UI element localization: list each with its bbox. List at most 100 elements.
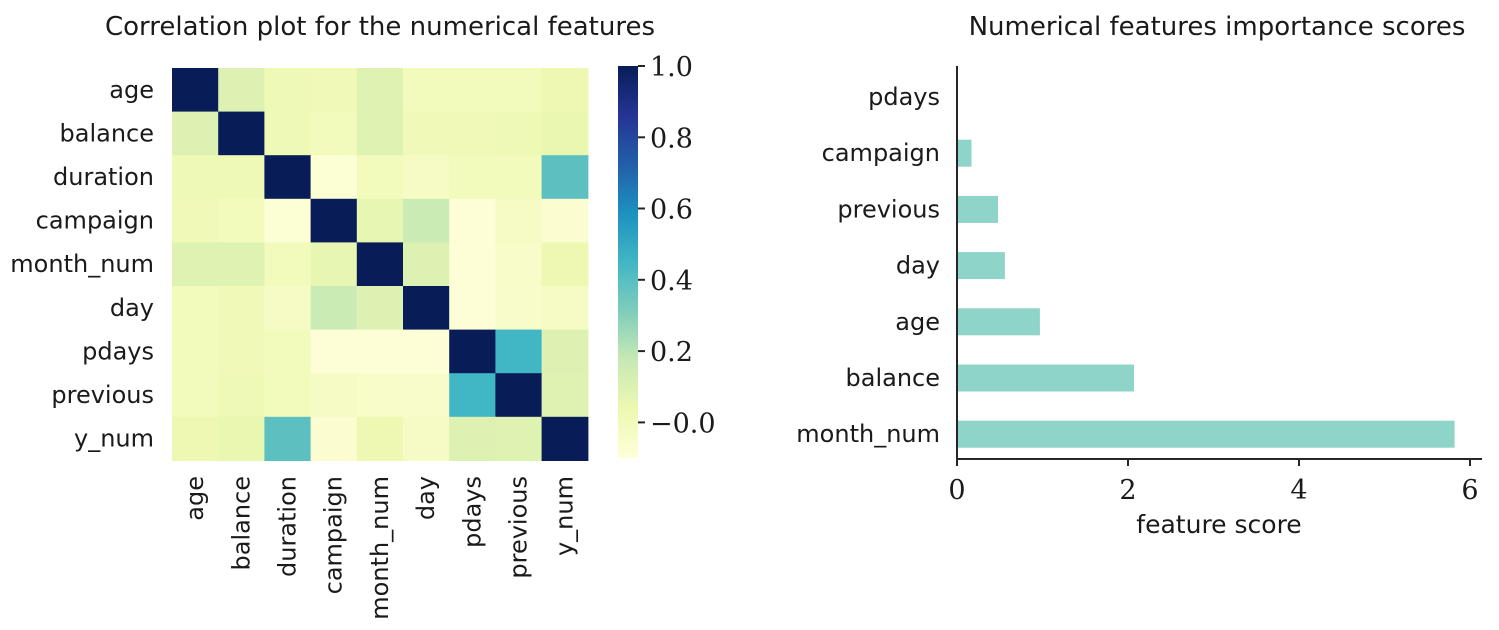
- heatmap-cell-campaign-duration: [264, 198, 312, 243]
- heatmap-col-label: previous: [505, 476, 533, 579]
- heatmap-cell-age-campaign: [310, 68, 358, 113]
- heatmap-cell-y_num-y_num: [541, 416, 589, 461]
- importance-title: Numerical features importance scores: [969, 12, 1466, 42]
- colorbar-tick-label: 0.4: [650, 266, 693, 297]
- heatmap-cell-previous-day: [403, 373, 450, 418]
- heatmap-cell-month_num-balance: [218, 242, 265, 287]
- importance-bar-age: [957, 308, 1040, 336]
- heatmap-chart: Correlation plot for the numerical featu…: [10, 12, 715, 620]
- heatmap-col-label: campaign: [320, 476, 348, 594]
- importance-category-labels: pdays campaign previous day age balance month_…: [796, 83, 940, 448]
- heatmap-cell-previous-balance: [218, 373, 265, 418]
- heatmap-cell-pdays-y_num: [541, 329, 589, 374]
- heatmap-cell-balance-age: [172, 111, 219, 156]
- heatmap-cell-duration-previous: [495, 155, 543, 200]
- heatmap-cell-y_num-previous: [495, 416, 543, 461]
- importance-chart: Numerical features importance scores pda…: [796, 12, 1482, 539]
- x-axis-label: feature score: [1136, 510, 1301, 539]
- heatmap-row-label: previous: [51, 381, 154, 409]
- heatmap-cell-balance-balance: [218, 111, 265, 156]
- colorbar-tick-label: 0.2: [650, 337, 693, 368]
- heatmap-cell-age-duration: [264, 68, 312, 113]
- colorbar: [618, 66, 638, 458]
- heatmap-cell-y_num-pdays: [449, 416, 496, 461]
- heatmap-cell-month_num-pdays: [449, 242, 496, 287]
- heatmap-cell-day-day: [403, 286, 450, 331]
- heatmap-cell-age-balance: [218, 68, 265, 113]
- importance-category-label: pdays: [868, 83, 940, 111]
- heatmap-cell-month_num-day: [403, 242, 450, 287]
- heatmap-cell-day-balance: [218, 286, 265, 331]
- heatmap-cell-duration-y_num: [541, 155, 589, 200]
- heatmap-cell-pdays-duration: [264, 329, 312, 374]
- importance-bar-month_num: [957, 420, 1455, 448]
- colorbar-tick-label: 1.0: [650, 52, 693, 83]
- heatmap-cell-pdays-pdays: [449, 329, 496, 374]
- heatmap-row-label: pdays: [82, 337, 154, 365]
- heatmap-row-label: balance: [60, 119, 155, 147]
- heatmap-row-label: duration: [53, 163, 154, 191]
- importance-category-label: age: [895, 308, 940, 336]
- x-tick-label: 2: [1119, 475, 1136, 506]
- heatmap-cell-day-previous: [495, 286, 543, 331]
- heatmap-cell-age-previous: [495, 68, 543, 113]
- importance-bar-day: [957, 252, 1005, 280]
- heatmap-cell-previous-campaign: [310, 373, 358, 418]
- x-tick-label: 4: [1290, 475, 1307, 506]
- heatmap-cell-pdays-age: [172, 329, 219, 374]
- heatmap-row-label: y_num: [74, 425, 154, 453]
- importance-bar-balance: [957, 364, 1134, 392]
- heatmap-col-label: duration: [274, 476, 302, 577]
- heatmap-col-label: pdays: [458, 476, 486, 548]
- heatmap-cell-month_num-month_num: [356, 242, 404, 287]
- heatmap-cell-duration-duration: [264, 155, 312, 200]
- heatmap-cell-campaign-balance: [218, 198, 265, 243]
- heatmap-cell-campaign-month_num: [356, 198, 404, 243]
- importance-category-label: campaign: [822, 139, 940, 167]
- x-tick-label: 0: [948, 475, 965, 506]
- heatmap-col-label: age: [181, 476, 209, 521]
- heatmap-cell-previous-previous: [495, 373, 543, 418]
- heatmap-cell-pdays-balance: [218, 329, 265, 374]
- heatmap-row-label: month_num: [10, 250, 154, 278]
- importance-x-ticks: 0 2 4 6: [948, 459, 1479, 506]
- heatmap-cell-pdays-campaign: [310, 329, 358, 374]
- heatmap-cell-age-pdays: [449, 68, 496, 113]
- heatmap-cell-balance-day: [403, 111, 450, 156]
- heatmap-cell-day-y_num: [541, 286, 589, 331]
- heatmap-cell-y_num-age: [172, 416, 219, 461]
- heatmap-row-label: age: [109, 76, 154, 104]
- heatmap-cell-previous-pdays: [449, 373, 496, 418]
- heatmap-cell-y_num-month_num: [356, 416, 404, 461]
- heatmap-cell-y_num-campaign: [310, 416, 358, 461]
- heatmap-cell-y_num-balance: [218, 416, 265, 461]
- heatmap-cell-duration-age: [172, 155, 219, 200]
- heatmap-cell-day-duration: [264, 286, 312, 331]
- heatmap-cell-month_num-y_num: [541, 242, 589, 287]
- heatmap-col-label: month_num: [366, 476, 394, 620]
- heatmap-cell-balance-y_num: [541, 111, 589, 156]
- heatmap-cells: [172, 68, 589, 461]
- heatmap-cell-month_num-age: [172, 242, 219, 287]
- importance-bars: [957, 139, 1455, 448]
- heatmap-cell-balance-campaign: [310, 111, 358, 156]
- heatmap-cell-campaign-previous: [495, 198, 543, 243]
- heatmap-cell-age-month_num: [356, 68, 404, 113]
- heatmap-cell-balance-previous: [495, 111, 543, 156]
- importance-category-label: day: [896, 252, 940, 280]
- heatmap-col-label: y_num: [551, 476, 579, 556]
- heatmap-cell-age-y_num: [541, 68, 589, 113]
- heatmap-cell-pdays-previous: [495, 329, 543, 374]
- heatmap-cell-previous-duration: [264, 373, 312, 418]
- colorbar-tick-label: 0.6: [650, 195, 693, 226]
- heatmap-cell-y_num-duration: [264, 416, 312, 461]
- heatmap-cell-month_num-previous: [495, 242, 543, 287]
- heatmap-row-label: day: [110, 294, 154, 322]
- heatmap-cell-campaign-pdays: [449, 198, 496, 243]
- heatmap-col-label: day: [412, 476, 440, 520]
- heatmap-cell-campaign-y_num: [541, 198, 589, 243]
- colorbar-ticks: 1.0 0.8 0.6 0.4 0.2 −0.0: [638, 52, 716, 439]
- heatmap-cell-duration-month_num: [356, 155, 404, 200]
